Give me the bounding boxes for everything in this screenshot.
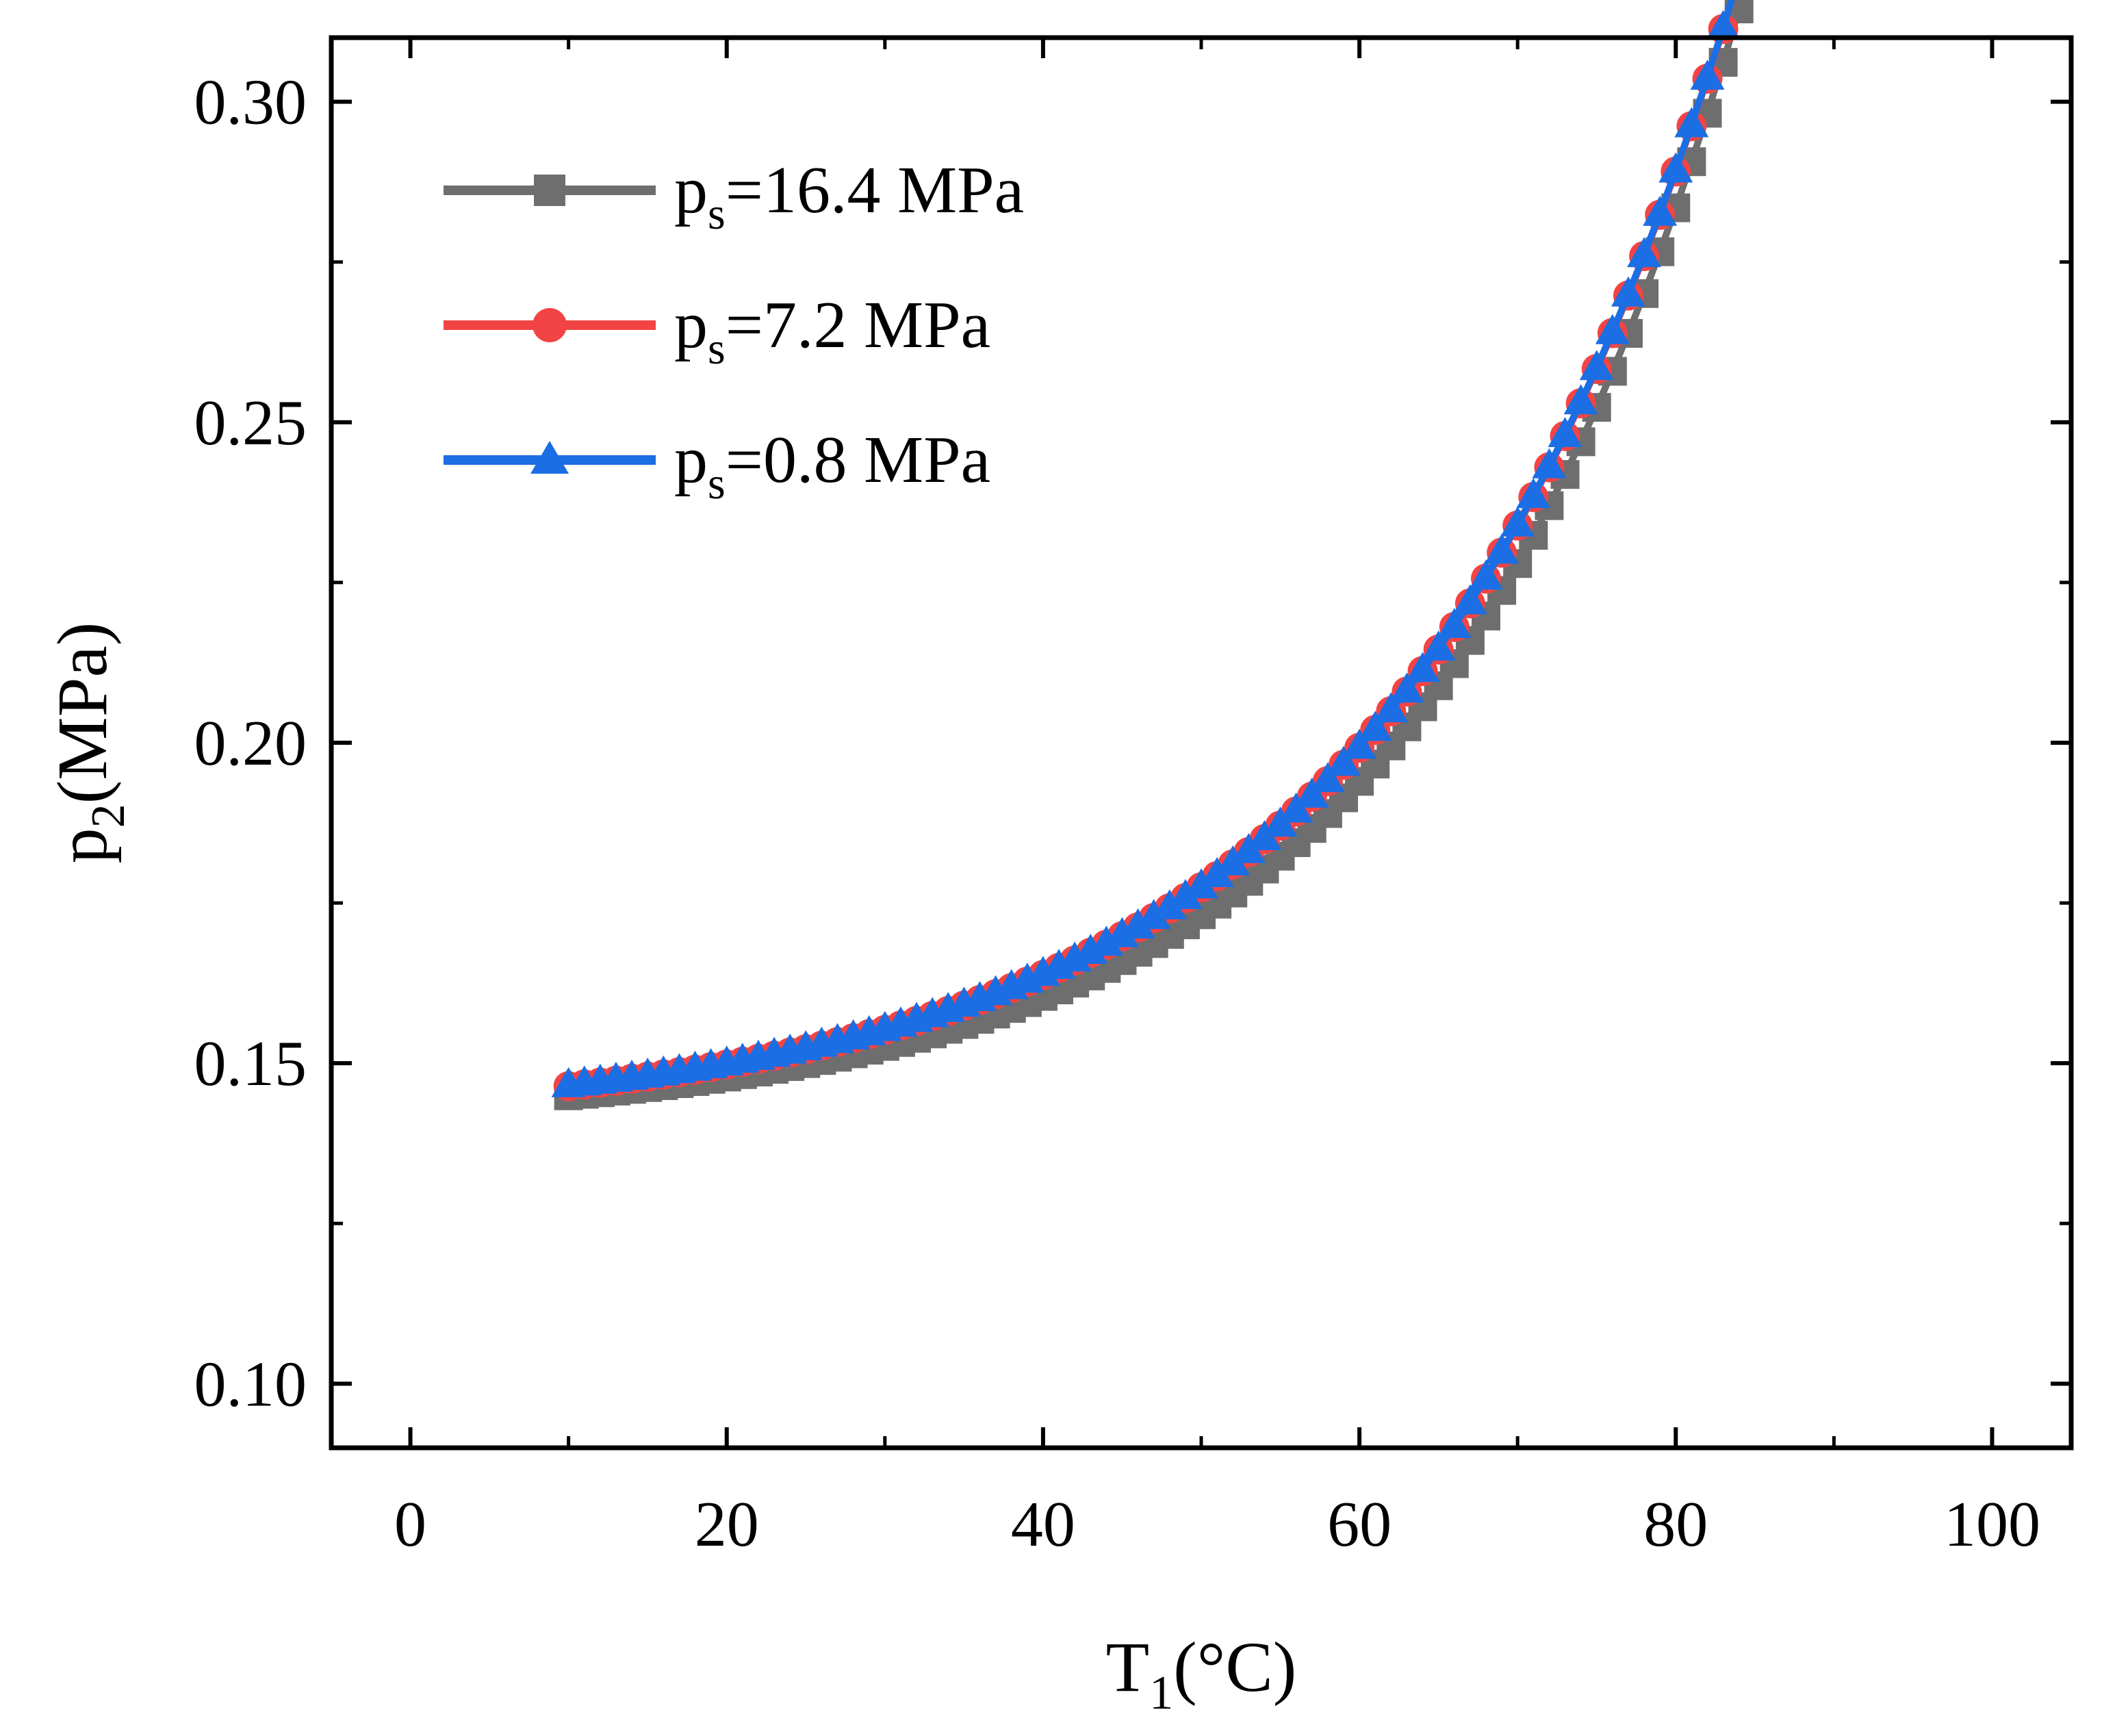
- data-point-triangle: [1342, 728, 1377, 759]
- data-point-triangle: [1627, 237, 1662, 268]
- data-point-triangle: [1421, 630, 1456, 661]
- data-point-triangle: [1326, 745, 1361, 776]
- data-point-triangle: [1358, 711, 1393, 741]
- data-point-triangle: [1516, 478, 1551, 509]
- data-point-triangle: [1136, 899, 1171, 930]
- data-point-triangle: [1389, 672, 1424, 703]
- data-point-triangle: [1168, 879, 1203, 910]
- series-2: [551, 0, 1741, 1097]
- data-point-triangle: [1089, 926, 1124, 956]
- data-point-triangle: [1152, 889, 1187, 919]
- data-point-triangle: [1058, 941, 1092, 972]
- legend-label-0: ps=16.4 MPa: [674, 153, 1024, 239]
- legend: ps=16.4 MPa ps=7.2 MPa ps=0.8 MPa: [444, 153, 1024, 509]
- data-point-triangle: [1374, 692, 1409, 723]
- x-tick-label: 80: [1643, 1489, 1708, 1560]
- data-point-triangle: [1216, 845, 1251, 876]
- ticks-layer: 0 20 40 60 80 100 0.10 0.15 0.20 0.25 0.30: [194, 38, 2071, 1560]
- legend-entry-1: ps=7.2 MPa: [444, 288, 990, 374]
- data-point-triangle: [1105, 917, 1140, 947]
- data-point-triangle: [1595, 314, 1630, 344]
- x-tick-label: 0: [394, 1489, 426, 1560]
- plot-area: [331, 38, 2071, 1448]
- y-tick-label: 0.20: [194, 708, 307, 779]
- y-tick-label: 0.30: [194, 67, 307, 138]
- legend-label-2: ps=0.8 MPa: [674, 423, 990, 509]
- data-point-triangle: [1452, 584, 1487, 615]
- data-point-triangle: [1658, 152, 1693, 183]
- data-point-triangle: [1500, 506, 1535, 537]
- data-point-triangle: [1643, 195, 1678, 226]
- x-tick-label: 100: [1944, 1489, 2040, 1560]
- legend-entry-2: ps=0.8 MPa: [444, 423, 990, 509]
- y-tick-label: 0.15: [194, 1028, 307, 1099]
- data-point-triangle: [1437, 608, 1472, 639]
- legend-marker-0: [534, 175, 565, 206]
- data-point-triangle: [1468, 559, 1503, 590]
- x-axis-title: T1(°C): [1106, 1628, 1297, 1720]
- data-point-triangle: [1073, 934, 1108, 965]
- data-point-triangle: [1184, 868, 1218, 899]
- data-point-triangle: [1690, 60, 1725, 90]
- data-point-triangle: [1310, 762, 1345, 793]
- x-tick-label: 60: [1327, 1489, 1392, 1560]
- data-point-triangle: [1674, 107, 1709, 138]
- data-point-triangle: [1485, 533, 1520, 564]
- data-point-triangle: [1563, 384, 1598, 415]
- data-point-triangle: [1294, 777, 1329, 808]
- y-axis-title: p2(MPa): [43, 622, 135, 864]
- data-point-triangle: [1611, 276, 1645, 307]
- legend-marker-1: [533, 308, 567, 342]
- x-tick-label: 40: [1011, 1489, 1075, 1560]
- data-point-triangle: [1405, 652, 1440, 682]
- data-point-triangle: [1120, 908, 1155, 939]
- data-point-triangle: [1548, 417, 1582, 448]
- legend-label-1: ps=7.2 MPa: [674, 288, 990, 374]
- data-point-triangle: [1200, 856, 1235, 887]
- legend-entry-0: ps=16.4 MPa: [444, 153, 1024, 239]
- data-point-triangle: [1532, 448, 1567, 478]
- y-tick-label: 0.25: [194, 387, 307, 459]
- y-tick-label: 0.10: [194, 1349, 307, 1420]
- legend-marker-2: [530, 441, 569, 474]
- data-point-triangle: [1579, 350, 1614, 381]
- series-layer: [551, 0, 1754, 1110]
- x-tick-label: 20: [695, 1489, 759, 1560]
- data-point-triangle: [1706, 10, 1741, 40]
